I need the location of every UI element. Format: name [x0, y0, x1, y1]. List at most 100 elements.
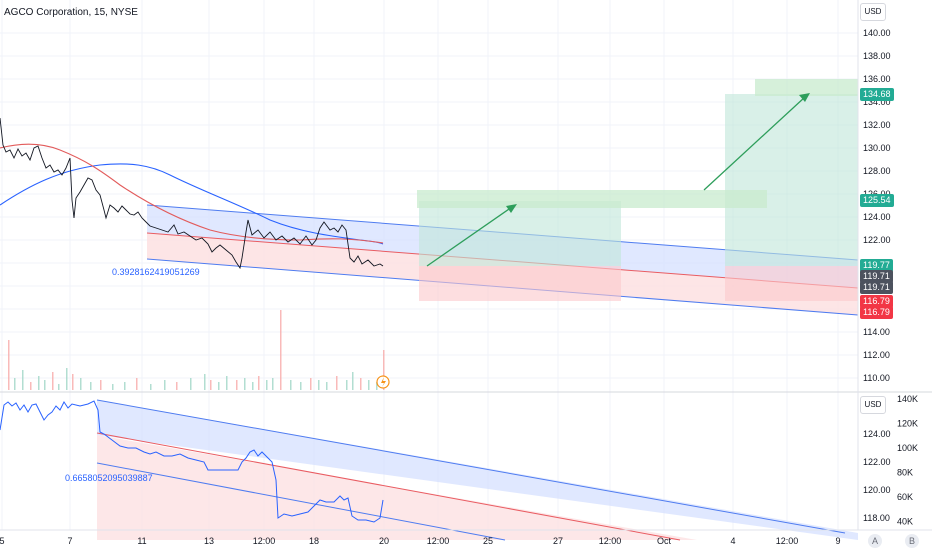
projection-arrow-2[interactable]	[703, 93, 810, 191]
volume-bar	[300, 382, 302, 390]
volume-bar	[236, 380, 238, 390]
volume-bar	[52, 372, 54, 390]
price-tick-label: 134.00	[863, 97, 891, 107]
badge-target-mid: 125.54	[860, 194, 894, 207]
projection-arrow-1[interactable]	[426, 204, 517, 267]
volume-tick-label: 140K	[897, 394, 918, 404]
volume-bar	[266, 380, 268, 390]
auto-scale-button[interactable]: A	[868, 534, 882, 548]
price-tick-label: 114.00	[863, 327, 890, 337]
volume-bar	[22, 370, 24, 390]
volume-bar	[310, 378, 312, 390]
volume-bar	[258, 376, 260, 390]
time-tick-label: 4	[730, 536, 735, 546]
time-axis-labels: 5 7 11 13 12:00 18 20 12:00 25 27 12:00 Oct 4 12:00 9	[0, 536, 841, 546]
volume-tick-label: 120K	[897, 419, 918, 429]
lower-channel-blue-fill	[97, 400, 858, 540]
lower-channel-label: 0.6658052095039887	[65, 473, 153, 483]
volume-bar	[164, 380, 166, 390]
target-zone-high[interactable]	[755, 79, 858, 96]
moving-average-red	[0, 143, 384, 244]
volume-bar	[124, 382, 126, 390]
volume-bar	[8, 340, 10, 390]
symbol-title: AGCO Corporation, 15, NYSE	[4, 7, 138, 18]
badge-stop-1: 116.79	[860, 295, 893, 308]
lower-channel-mid-line	[96, 432, 681, 541]
volume-bar	[383, 350, 385, 390]
badge-current-2: 119.71	[860, 270, 893, 283]
log-scale-button[interactable]: B	[905, 534, 919, 548]
time-tick-label: 12:00	[253, 536, 276, 546]
volume-bar	[280, 310, 282, 390]
flash-icon[interactable]	[376, 375, 390, 389]
lower-tick-label: 124.00	[863, 429, 891, 439]
lower-tick-label: 120.00	[863, 485, 891, 495]
volume-bar	[318, 380, 320, 390]
volume-bar	[66, 368, 68, 390]
target-zone-mid[interactable]	[417, 190, 767, 208]
volume-bar	[30, 382, 32, 390]
time-tick-label: Oct	[657, 536, 672, 546]
volume-bar	[226, 376, 228, 390]
volume-bar	[376, 382, 378, 390]
volume-bar	[352, 372, 354, 390]
volume-bar	[244, 378, 246, 390]
price-tick-label: 136.00	[863, 74, 891, 84]
time-tick-label: 27	[553, 536, 563, 546]
price-tick-label: 130.00	[863, 143, 891, 153]
volume-bar	[38, 376, 40, 390]
time-tick-label: 13	[204, 536, 214, 546]
long-position-profit-box-2[interactable]	[725, 94, 858, 266]
lower-channel-bottom-line	[96, 462, 506, 541]
price-tick-label: 112.00	[863, 350, 890, 360]
indicator-series	[0, 400, 384, 523]
volume-bar	[72, 374, 74, 390]
long-position-loss-box-1[interactable]	[419, 266, 621, 301]
badge-stop-2: 116.79	[860, 306, 893, 319]
volume-bar	[90, 382, 92, 390]
volume-bar	[190, 378, 192, 390]
long-position-loss-box-2[interactable]	[725, 266, 858, 301]
volume-bars	[8, 310, 385, 390]
volume-tick-label: 40K	[897, 517, 913, 527]
lower-channel-top-line	[96, 399, 846, 534]
volume-bar	[326, 382, 328, 390]
volume-bar	[368, 380, 370, 390]
volume-bar	[150, 384, 152, 390]
time-tick-label: 12:00	[599, 536, 622, 546]
time-tick-label: 12:00	[427, 536, 450, 546]
volume-tick-label: 80K	[897, 468, 913, 478]
price-tick-label: 110.00	[863, 373, 890, 383]
upper-channel-label: 0.3928162419051269	[112, 267, 200, 277]
time-tick-label: 9	[835, 536, 840, 546]
time-tick-label: 5	[0, 536, 5, 546]
volume-bar	[210, 380, 212, 390]
currency-button-upper[interactable]: USD	[860, 3, 886, 21]
volume-bar	[346, 380, 348, 390]
volume-bar	[14, 378, 16, 390]
time-tick-label: 7	[67, 536, 72, 546]
volume-bar	[218, 382, 220, 390]
volume-bar	[136, 378, 138, 390]
currency-button-lower[interactable]: USD	[860, 396, 886, 414]
price-tick-label: 138.00	[863, 51, 891, 61]
time-tick-label: 12:00	[776, 536, 799, 546]
time-tick-label: 20	[379, 536, 389, 546]
lower-channel-red-fill	[97, 435, 697, 540]
price-tick-label: 122.00	[863, 235, 891, 245]
long-position-profit-box-1[interactable]	[419, 201, 621, 266]
volume-tick-label: 100K	[897, 443, 918, 453]
volume-bar	[80, 378, 82, 390]
volume-bar	[112, 384, 114, 390]
volume-bar	[336, 376, 338, 390]
badge-current-1: 119.77	[860, 259, 893, 272]
volume-bar	[360, 378, 362, 390]
volume-bar	[58, 384, 60, 390]
volume-tick-label: 60K	[897, 492, 913, 502]
time-tick-label: 11	[137, 536, 146, 546]
time-tick-label: 18	[309, 536, 319, 546]
price-tick-label: 128.00	[863, 166, 891, 176]
volume-axis-labels: 140K 120K 100K 80K 60K 40K	[897, 394, 918, 527]
price-tick-label: 132.00	[863, 120, 891, 130]
